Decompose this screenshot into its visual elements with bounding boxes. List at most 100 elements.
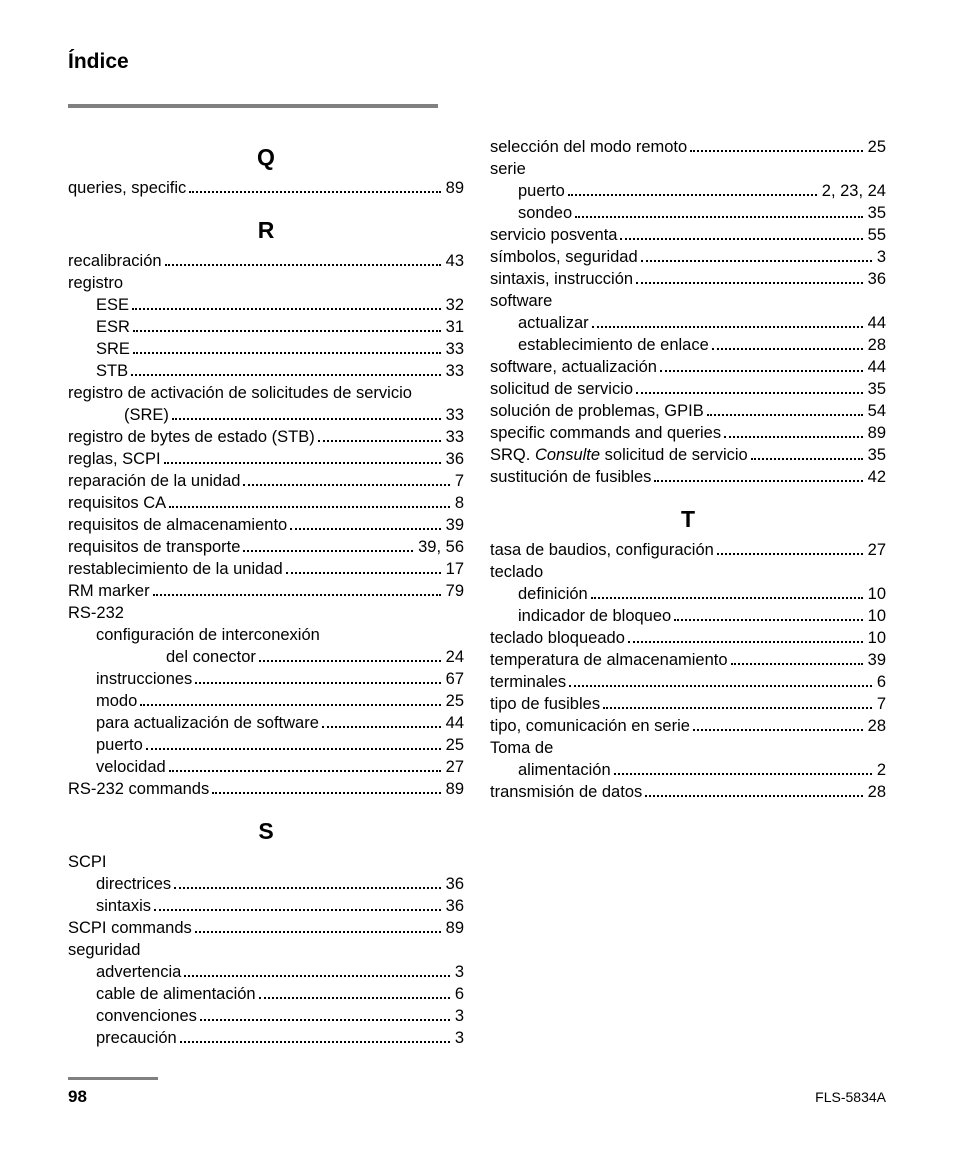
entry-term: terminales (490, 671, 566, 693)
entry-page: 8 (455, 492, 464, 514)
entry-term: registro de activación de solicitudes de… (68, 384, 412, 402)
entry-page: 89 (446, 177, 464, 199)
section-letter: R (68, 217, 464, 244)
index-entry: advertencia 3 (68, 961, 464, 983)
entry-page: 28 (868, 334, 886, 356)
dot-leader (620, 238, 862, 240)
entry-page: 36 (446, 873, 464, 895)
index-entry: solicitud de servicio 35 (490, 378, 886, 400)
entry-term: tipo, comunicación en serie (490, 715, 690, 737)
entry-page: 17 (446, 558, 464, 580)
entry-term: software, actualización (490, 356, 657, 378)
entry-term: precaución (96, 1027, 177, 1049)
index-entry: registro (68, 272, 464, 294)
entry-page: 3 (455, 1027, 464, 1049)
index-entry: SRE 33 (68, 338, 464, 360)
index-entry: establecimiento de enlace 28 (490, 334, 886, 356)
index-entry: requisitos de transporte 39, 56 (68, 536, 464, 558)
index-entry: RS-232 commands 89 (68, 778, 464, 800)
dot-leader (591, 597, 863, 599)
entry-term: registro (68, 272, 123, 294)
dot-leader (636, 282, 863, 284)
entry-term: sintaxis (96, 895, 151, 917)
entry-page: 55 (868, 224, 886, 246)
entry-page: 35 (868, 202, 886, 224)
entry-page: 2, 23, 24 (822, 180, 886, 202)
index-entry: (SRE) 33 (68, 404, 464, 426)
entry-page: 10 (868, 627, 886, 649)
index-section: SSCPIdirectrices 36sintaxis 36SCPI comma… (68, 818, 464, 1049)
index-entry: software, actualización 44 (490, 356, 886, 378)
entry-page: 3 (455, 1005, 464, 1027)
entry-term: recalibración (68, 250, 162, 272)
column-left: Qqueries, specific 89Rrecalibración 43re… (68, 136, 464, 1067)
index-entry: indicador de bloqueo 10 (490, 605, 886, 627)
entry-term: definición (518, 583, 588, 605)
index-entry: instrucciones 67 (68, 668, 464, 690)
index-entry: Toma de (490, 737, 886, 759)
dot-leader (660, 370, 863, 372)
index-entry: requisitos de almacenamiento 39 (68, 514, 464, 536)
entry-page: 89 (446, 917, 464, 939)
dot-leader (322, 726, 441, 728)
index-entry: teclado bloqueado 10 (490, 627, 886, 649)
entry-term: Toma de (490, 737, 553, 759)
index-entry: servicio posventa 55 (490, 224, 886, 246)
dot-leader (654, 480, 862, 482)
index-entry: configuración de interconexión (68, 624, 464, 646)
entry-page: 3 (877, 246, 886, 268)
dot-leader (575, 216, 863, 218)
index-entry: teclado (490, 561, 886, 583)
dot-leader (195, 931, 441, 933)
index-entry: SCPI (68, 851, 464, 873)
entry-page: 28 (868, 715, 886, 737)
dot-leader (164, 462, 441, 464)
footer-row: 98 FLS-5834A (68, 1087, 886, 1107)
entry-term: velocidad (96, 756, 166, 778)
dot-leader (731, 663, 863, 665)
entry-term: requisitos de transporte (68, 536, 240, 558)
entry-page: 44 (868, 356, 886, 378)
entry-page: 32 (446, 294, 464, 316)
entry-term: tipo de fusibles (490, 693, 600, 715)
section-letter: T (490, 506, 886, 533)
entry-term: registro de bytes de estado (STB) (68, 426, 315, 448)
page: Índice Qqueries, specific 89Rrecalibraci… (68, 50, 886, 1119)
dot-leader (132, 308, 441, 310)
dot-leader (200, 1019, 450, 1021)
index-entry: ESE 32 (68, 294, 464, 316)
dot-leader (290, 528, 440, 530)
index-section: Rrecalibración 43registroESE 32ESR 31SRE… (68, 217, 464, 800)
dot-leader (592, 326, 863, 328)
index-section: Ttasa de baudios, configuración 27teclad… (490, 506, 886, 803)
index-entry: requisitos CA 8 (68, 492, 464, 514)
entry-page: 89 (446, 778, 464, 800)
entry-term: solicitud de servicio (490, 378, 633, 400)
dot-leader (169, 770, 441, 772)
entry-term: convenciones (96, 1005, 197, 1027)
entry-term: transmisión de datos (490, 781, 642, 803)
entry-page: 10 (868, 605, 886, 627)
entry-page: 2 (877, 759, 886, 781)
entry-page: 42 (868, 466, 886, 488)
entry-term: puerto (518, 180, 565, 202)
entry-term: directrices (96, 873, 171, 895)
entry-term: queries, specific (68, 177, 186, 199)
dot-leader (153, 594, 441, 596)
entry-term: requisitos CA (68, 492, 166, 514)
entry-term: del conector (166, 646, 256, 668)
entry-page: 39 (868, 649, 886, 671)
entry-page: 7 (455, 470, 464, 492)
entry-term: servicio posventa (490, 224, 617, 246)
entry-page: 54 (868, 400, 886, 422)
entry-page: 33 (446, 426, 464, 448)
entry-term: reparación de la unidad (68, 470, 240, 492)
dot-leader (243, 484, 449, 486)
index-entry: puerto 2, 23, 24 (490, 180, 886, 202)
entry-page: 36 (446, 895, 464, 917)
entry-term: SRE (96, 338, 130, 360)
index-entry: SCPI commands 89 (68, 917, 464, 939)
entry-term: para actualización de software (96, 712, 319, 734)
dot-leader (641, 260, 872, 262)
index-entry: convenciones 3 (68, 1005, 464, 1027)
